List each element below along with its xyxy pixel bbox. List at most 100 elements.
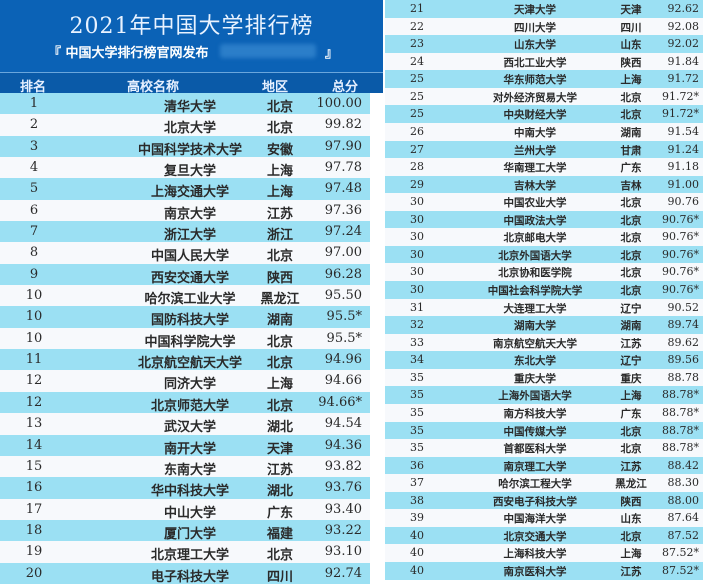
- score-cell: 87.64: [667, 511, 700, 525]
- university-name-cell: 对外经济贸易大学: [493, 91, 577, 104]
- title-banner: 2021年中国大学排行榜 『 中国大学排行榜官网发布 』: [0, 0, 383, 72]
- score-cell: 90.76*: [662, 265, 699, 279]
- region-cell: 甘肃: [620, 144, 642, 157]
- university-name-cell: 北京航空航天大学: [137, 356, 242, 372]
- rank-cell: 6: [29, 202, 39, 218]
- rank-cell: 29: [410, 177, 424, 191]
- column-name: 高校名称: [127, 80, 180, 95]
- rank-cell: 26: [410, 124, 424, 138]
- score-cell: 87.52*: [662, 564, 699, 577]
- region-cell: 上海: [620, 74, 642, 87]
- region-cell: 广东: [620, 407, 642, 420]
- university-name-cell: 中国农业大学: [503, 197, 567, 210]
- region-cell: 辽宁: [620, 302, 642, 315]
- table-row: 25 对外经济贸易大学 北京 91.72*: [385, 87, 703, 106]
- university-name-cell: 北京理工大学: [150, 548, 229, 564]
- rank-cell: 36: [410, 458, 424, 472]
- ranking-table-left: 1 清华大学 北京 100.00 2 北京大学 北京 99.82 3 中国科学技术大学 安徽 97.9…: [0, 93, 370, 585]
- table-row: 39 中国海洋大学 山东 87.64: [385, 509, 703, 527]
- table-row: 35 重庆大学 重庆 88.78: [385, 368, 703, 387]
- region-cell: 湖南: [620, 126, 642, 139]
- region-cell: 陕西: [620, 56, 642, 69]
- table-row: 12 北京师范大学 北京 94.66*: [0, 391, 370, 414]
- ranking-table-right: 21 天津大学 天津 92.62 22 四川大学 四川 92.08 23 山东大学 山东 92.02 2…: [385, 0, 703, 580]
- score-cell: 99.82: [324, 117, 362, 133]
- table-row: 24 西北工业大学 陕西 91.84: [385, 52, 703, 71]
- score-cell: 97.48: [324, 181, 362, 197]
- score-cell: 90.76*: [662, 247, 699, 261]
- rank-cell: 30: [410, 247, 424, 261]
- rank-cell: 40: [410, 564, 424, 577]
- university-name-cell: 南京医科大学: [503, 566, 567, 578]
- table-row: 33 南京航空航天大学 江苏 89.62: [385, 333, 703, 352]
- rank-cell: 5: [29, 181, 39, 197]
- table-row: 29 吉林大学 吉林 91.00: [385, 175, 703, 194]
- rank-cell: 16: [25, 480, 43, 496]
- rank-cell: 11: [25, 352, 43, 368]
- score-cell: 97.00: [324, 245, 362, 261]
- score-cell: 93.22: [324, 522, 362, 538]
- table-row: 38 西安电子科技大学 陕西 88.00: [385, 491, 703, 510]
- rank-cell: 40: [410, 546, 424, 560]
- table-row: 17 中山大学 广东 93.40: [0, 498, 370, 521]
- region-cell: 天津: [266, 441, 293, 457]
- table-row: 10 中国科学院大学 北京 95.5*: [0, 327, 370, 350]
- table-row: 2 北京大学 北京 99.82: [0, 114, 370, 136]
- table-row: 36 南京理工大学 江苏 88.42: [385, 456, 703, 475]
- university-name-cell: 中国人民大学: [150, 249, 229, 265]
- rank-cell: 32: [410, 318, 424, 332]
- page-title: 2021年中国大学排行榜: [69, 14, 314, 39]
- score-cell: 95.50: [324, 288, 362, 304]
- table-row: 27 兰州大学 甘肃 91.24: [385, 140, 703, 159]
- table-row: 10 国防科技大学 湖南 95.5*: [0, 306, 370, 329]
- rank-cell: 25: [410, 89, 424, 103]
- score-cell: 88.78*: [662, 388, 699, 402]
- region-cell: 北京: [266, 356, 293, 372]
- score-cell: 93.40: [324, 501, 362, 517]
- score-cell: 89.74: [667, 318, 700, 332]
- region-cell: 安徽: [266, 142, 293, 158]
- score-cell: 88.42: [667, 458, 700, 472]
- rank-cell: 9: [29, 266, 39, 282]
- university-name-cell: 中南大学: [514, 126, 556, 139]
- rank-cell: 35: [410, 405, 424, 419]
- university-name-cell: 中国科学技术大学: [137, 142, 242, 158]
- university-name-cell: 厦门大学: [163, 526, 216, 542]
- rank-cell: 10: [25, 309, 43, 325]
- region-cell: 北京: [266, 548, 293, 564]
- rank-cell: 24: [410, 54, 424, 68]
- table-row: 35 首都医科大学 北京 88.78*: [385, 439, 703, 457]
- table-row: 30 北京协和医学院 北京 90.76*: [385, 263, 703, 281]
- region-cell: 江苏: [266, 462, 293, 478]
- score-cell: 93.82: [324, 458, 362, 474]
- score-cell: 91.84: [667, 54, 700, 68]
- table-row: 14 南开大学 天津 94.36: [0, 434, 370, 457]
- rank-cell: 33: [410, 335, 424, 349]
- score-cell: 94.36: [324, 437, 362, 453]
- region-cell: 辽宁: [620, 355, 642, 368]
- rank-cell: 37: [410, 476, 424, 490]
- table-row: 10 哈尔滨工业大学 黑龙江 95.50: [0, 285, 370, 308]
- table-row: 30 中国政法大学 北京 90.76*: [385, 210, 703, 229]
- university-name-cell: 中山大学: [163, 505, 216, 521]
- table-row: 9 西安交通大学 陕西 96.28: [0, 263, 370, 286]
- rank-cell: 25: [410, 72, 424, 86]
- rank-cell: 39: [410, 511, 424, 525]
- university-name-cell: 中国科学院大学: [144, 334, 236, 350]
- rank-cell: 31: [410, 300, 424, 314]
- university-name-cell: 南开大学: [163, 441, 216, 457]
- score-cell: 92.62: [667, 2, 700, 15]
- score-cell: 100.00: [316, 96, 363, 111]
- university-name-cell: 哈尔滨工业大学: [144, 292, 236, 308]
- score-cell: 93.10: [324, 544, 362, 560]
- rank-cell: 30: [410, 212, 424, 226]
- table-row: 16 华中科技大学 湖北 93.76: [0, 477, 370, 499]
- region-cell: 北京: [620, 197, 642, 210]
- region-cell: 北京: [620, 267, 642, 280]
- left-panel: 2021年中国大学排行榜 『 中国大学排行榜官网发布 』 排名 高校名称 地区 …: [0, 0, 383, 585]
- region-cell: 湖南: [266, 313, 293, 329]
- region-cell: 黑龙江: [615, 478, 647, 491]
- rank-cell: 27: [410, 142, 424, 156]
- university-name-cell: 浙江大学: [163, 228, 216, 244]
- score-cell: 89.62: [667, 335, 700, 349]
